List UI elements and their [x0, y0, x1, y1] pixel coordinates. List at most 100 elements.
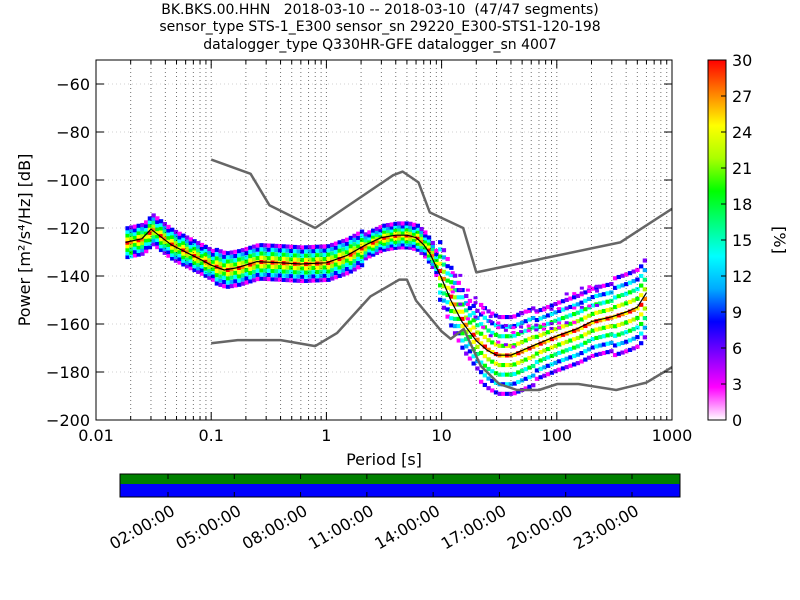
heatmap-cell	[222, 275, 227, 280]
heatmap-cell	[132, 246, 138, 251]
heatmap-cell	[322, 244, 327, 249]
heatmap-cell	[315, 278, 320, 283]
heatmap-cell	[419, 235, 424, 241]
heatmap-cell	[638, 312, 644, 317]
heatmap-cell	[348, 248, 354, 253]
heatmap-cell	[248, 279, 253, 284]
heatmap-cell	[199, 257, 205, 262]
heatmap-cell	[337, 265, 342, 270]
heatmap-cell	[344, 241, 350, 246]
y-tick-label: −180	[46, 363, 90, 382]
heatmap-cell	[475, 366, 480, 371]
heatmap-cell	[445, 278, 450, 283]
heatmap-cell	[508, 343, 514, 348]
heatmap-cell	[471, 325, 476, 330]
heatmap-cell	[255, 277, 260, 282]
heatmap-cell	[125, 237, 130, 242]
heatmap-cell	[527, 355, 532, 361]
heatmap-cell	[292, 265, 298, 271]
heatmap-cell	[222, 259, 227, 264]
heatmap-cell	[151, 227, 156, 232]
heatmap-cell	[285, 248, 290, 253]
heatmap-cell	[493, 371, 499, 376]
heatmap-cell	[237, 282, 242, 287]
heatmap-cell	[638, 302, 644, 307]
heatmap-cell	[434, 272, 439, 278]
heatmap-cell	[605, 316, 610, 321]
title-line-3: datalogger_type Q330HR-GFE datalogger_sn…	[203, 37, 557, 53]
heatmap-cell	[281, 244, 287, 249]
heatmap-cell	[144, 231, 149, 236]
heatmap-cell	[568, 346, 573, 352]
heatmap-cell	[458, 302, 463, 306]
heatmap-cell	[296, 270, 301, 275]
heatmap-cell	[452, 324, 458, 329]
heatmap-cell	[642, 296, 648, 301]
heatmap-cell	[158, 237, 164, 242]
heatmap-cell	[214, 268, 220, 273]
heatmap-cell	[263, 264, 268, 269]
heatmap-cell	[296, 257, 301, 262]
heatmap-cell	[415, 235, 421, 240]
heatmap-cell	[356, 265, 361, 270]
heatmap-cell	[575, 319, 581, 324]
heatmap-cell	[330, 268, 335, 273]
heatmap-cell	[385, 229, 391, 234]
heatmap-cell	[270, 256, 275, 261]
heatmap-cell	[352, 263, 357, 268]
heatmap-cell	[125, 226, 130, 231]
heatmap-cell	[471, 311, 476, 316]
heatmap-cell	[371, 234, 376, 239]
heatmap-cell	[222, 250, 227, 255]
heatmap-cell	[136, 234, 141, 239]
heatmap-cell	[456, 309, 461, 314]
heatmap-cell	[344, 262, 350, 267]
heatmap-cell	[553, 369, 558, 374]
heatmap-cell	[333, 241, 339, 246]
heatmap-cell	[531, 344, 536, 349]
heatmap-cell	[214, 273, 220, 278]
heatmap-cell	[184, 264, 190, 269]
heatmap-cell	[166, 232, 171, 237]
heatmap-cell	[601, 292, 607, 297]
heatmap-cell	[594, 293, 599, 299]
heatmap-cell	[631, 279, 636, 284]
heatmap-cell	[490, 340, 495, 345]
heatmap-cell	[337, 240, 342, 245]
heatmap-cell	[359, 246, 365, 251]
heatmap-cell	[598, 326, 603, 331]
heatmap-cell	[270, 273, 275, 278]
heatmap-cell	[289, 257, 294, 262]
heatmap-cell	[568, 363, 573, 368]
heatmap-cell	[497, 363, 502, 368]
heatmap-cell	[605, 308, 610, 313]
heatmap-cell	[475, 308, 480, 313]
heatmap-cell	[564, 323, 569, 328]
heatmap-cell	[612, 324, 618, 329]
heatmap-cell	[136, 223, 141, 228]
heatmap-cell	[192, 253, 197, 258]
heatmap-cell	[188, 266, 193, 271]
heatmap-cell	[248, 275, 253, 280]
heatmap-cell	[400, 221, 406, 226]
heatmap-cell	[225, 267, 231, 273]
heatmap-cell	[482, 373, 488, 378]
heatmap-cell	[624, 272, 629, 277]
heatmap-cell	[382, 238, 387, 243]
heatmap-cell	[579, 305, 584, 309]
heatmap-cell	[203, 255, 208, 260]
heatmap-cell	[222, 263, 227, 268]
heatmap-cell	[642, 287, 648, 292]
heatmap-cell	[292, 257, 298, 262]
heatmap-cell	[516, 331, 521, 337]
heatmap-cell	[330, 247, 335, 252]
heatmap-cell	[575, 335, 581, 340]
heatmap-cell	[237, 253, 242, 258]
heatmap-cell	[188, 262, 193, 267]
heatmap-cell	[531, 373, 536, 378]
heatmap-cell	[557, 321, 562, 325]
heatmap-cell	[411, 240, 417, 245]
heatmap-cell	[207, 246, 212, 251]
grid-lines	[96, 60, 672, 420]
heatmap-cell	[579, 300, 584, 305]
